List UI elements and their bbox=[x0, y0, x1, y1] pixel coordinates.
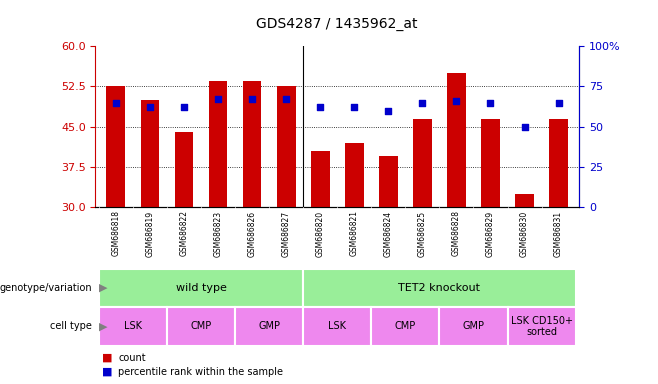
Point bbox=[315, 104, 326, 111]
Text: GSM686819: GSM686819 bbox=[145, 210, 155, 257]
Text: GSM686831: GSM686831 bbox=[554, 210, 563, 257]
Text: LSK: LSK bbox=[124, 321, 142, 331]
Point bbox=[179, 104, 190, 111]
Bar bbox=[440, 307, 507, 346]
Text: ▶: ▶ bbox=[99, 321, 107, 331]
Point bbox=[485, 99, 495, 106]
Text: ■: ■ bbox=[102, 353, 113, 363]
Bar bbox=[235, 307, 303, 346]
Text: GMP: GMP bbox=[258, 321, 280, 331]
Text: GSM686826: GSM686826 bbox=[247, 210, 257, 257]
Text: wild type: wild type bbox=[176, 283, 226, 293]
Bar bbox=[99, 269, 303, 307]
Bar bbox=[379, 156, 397, 207]
Point bbox=[383, 108, 393, 114]
Text: GSM686824: GSM686824 bbox=[384, 210, 393, 257]
Bar bbox=[413, 119, 432, 207]
Bar bbox=[167, 307, 235, 346]
Point bbox=[451, 98, 462, 104]
Bar bbox=[243, 81, 261, 207]
Text: GSM686827: GSM686827 bbox=[282, 210, 291, 257]
Bar bbox=[311, 151, 330, 207]
Bar bbox=[107, 86, 125, 207]
Bar bbox=[447, 73, 466, 207]
Point bbox=[553, 99, 564, 106]
Text: GMP: GMP bbox=[463, 321, 484, 331]
Bar bbox=[277, 86, 295, 207]
Text: GSM686829: GSM686829 bbox=[486, 210, 495, 257]
Text: GSM686818: GSM686818 bbox=[111, 210, 120, 257]
Text: GSM686823: GSM686823 bbox=[213, 210, 222, 257]
Bar bbox=[345, 143, 364, 207]
Text: TET2 knockout: TET2 knockout bbox=[398, 283, 480, 293]
Text: GSM686820: GSM686820 bbox=[316, 210, 324, 257]
Text: CMP: CMP bbox=[190, 321, 212, 331]
Bar bbox=[141, 100, 159, 207]
Text: GSM686830: GSM686830 bbox=[520, 210, 529, 257]
Text: cell type: cell type bbox=[50, 321, 92, 331]
Point bbox=[417, 99, 428, 106]
Bar bbox=[99, 307, 167, 346]
Bar bbox=[371, 307, 440, 346]
Point bbox=[349, 104, 359, 111]
Text: CMP: CMP bbox=[395, 321, 416, 331]
Point bbox=[519, 124, 530, 130]
Point bbox=[111, 99, 121, 106]
Text: LSK: LSK bbox=[328, 321, 346, 331]
Text: GSM686822: GSM686822 bbox=[180, 210, 188, 257]
Text: GSM686825: GSM686825 bbox=[418, 210, 427, 257]
Point bbox=[145, 104, 155, 111]
Text: count: count bbox=[118, 353, 146, 363]
Bar bbox=[549, 119, 568, 207]
Bar bbox=[209, 81, 228, 207]
Text: LSK CD150+
sorted: LSK CD150+ sorted bbox=[511, 316, 572, 337]
Bar bbox=[303, 307, 371, 346]
Text: GSM686828: GSM686828 bbox=[452, 210, 461, 257]
Bar bbox=[507, 307, 576, 346]
Text: GDS4287 / 1435962_at: GDS4287 / 1435962_at bbox=[257, 17, 418, 31]
Bar bbox=[481, 119, 500, 207]
Bar bbox=[303, 269, 576, 307]
Bar bbox=[174, 132, 193, 207]
Point bbox=[213, 96, 223, 103]
Point bbox=[281, 96, 291, 103]
Text: percentile rank within the sample: percentile rank within the sample bbox=[118, 366, 284, 377]
Text: ■: ■ bbox=[102, 366, 113, 377]
Point bbox=[247, 96, 257, 103]
Bar bbox=[515, 194, 534, 207]
Text: genotype/variation: genotype/variation bbox=[0, 283, 92, 293]
Text: GSM686821: GSM686821 bbox=[350, 210, 359, 257]
Text: ▶: ▶ bbox=[99, 283, 107, 293]
